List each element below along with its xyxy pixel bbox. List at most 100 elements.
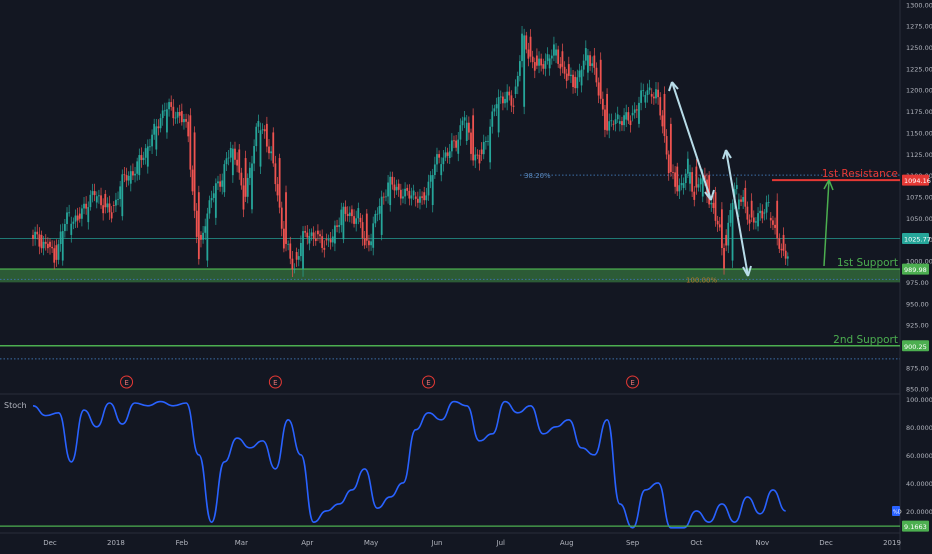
candle-body	[378, 205, 381, 214]
candle-body	[399, 189, 402, 199]
candle-body	[580, 69, 583, 86]
candle-body	[646, 90, 649, 96]
candle-body	[238, 149, 241, 173]
candle-body	[85, 203, 88, 209]
candle-body	[129, 171, 132, 184]
stoch-tick-label: 40.0000	[906, 480, 932, 488]
drawings-layer	[668, 81, 834, 277]
candle-body	[774, 224, 776, 228]
candle-body	[701, 175, 704, 197]
candle-body	[604, 109, 606, 130]
candle-body	[98, 195, 100, 197]
price-tick-label: 1225.00	[906, 65, 932, 73]
candle-body	[684, 173, 687, 184]
candle-body	[433, 164, 436, 176]
candle-body	[327, 239, 330, 241]
candle-body	[731, 202, 734, 261]
candle-body	[153, 123, 156, 135]
candle-body	[612, 123, 615, 125]
candle-body	[618, 121, 621, 124]
candle-body	[765, 202, 768, 213]
candle-body	[361, 222, 364, 239]
candle-body	[59, 231, 62, 245]
candle-body	[448, 151, 451, 159]
candle-body	[289, 243, 292, 259]
candle-body	[601, 98, 604, 110]
candle-body	[446, 152, 449, 156]
candle-body	[285, 192, 287, 244]
candle-body	[83, 203, 85, 209]
candle-body	[484, 141, 487, 142]
candle-body	[538, 58, 540, 66]
price-tick-label: 1250.00	[906, 44, 932, 52]
candle-body	[406, 187, 409, 191]
candle-body	[625, 112, 628, 120]
candle-body	[395, 186, 398, 191]
candle-body	[638, 102, 640, 124]
candle-body	[574, 76, 577, 89]
candle-body	[355, 218, 358, 224]
fib-level-label: 100.00%	[686, 276, 717, 284]
candle-body	[786, 256, 789, 259]
candle-body	[234, 148, 236, 160]
fib-level-label: 38.20%	[524, 172, 551, 180]
time-axis-label: Dec	[43, 539, 57, 547]
candle-body	[506, 91, 509, 103]
candle-body	[385, 196, 387, 198]
candle-body	[63, 224, 66, 232]
candle-body	[189, 115, 192, 170]
candle-body	[172, 106, 175, 119]
candle-body	[565, 73, 568, 81]
time-axis-label: Dec	[819, 539, 833, 547]
candle-body	[550, 55, 553, 59]
candle-body	[353, 216, 355, 224]
candle-body	[287, 243, 290, 245]
candle-body	[251, 163, 253, 210]
candle-body	[202, 232, 204, 240]
candle-body	[682, 183, 685, 188]
candle-body	[117, 199, 119, 200]
candle-body	[304, 231, 307, 233]
candle-body	[680, 182, 683, 186]
candle-body	[263, 129, 266, 132]
candle-body	[591, 63, 594, 66]
candle-body	[357, 208, 360, 219]
candle-body	[68, 212, 71, 214]
candle-body	[738, 199, 740, 210]
drawing-arrowhead-up-1	[668, 81, 679, 92]
candle-body	[548, 58, 551, 69]
candle-body	[712, 202, 715, 208]
candle-body	[178, 112, 181, 116]
candle-body	[334, 225, 336, 244]
candle-body	[759, 210, 762, 214]
candle-body	[242, 185, 245, 210]
candle-body	[244, 158, 247, 197]
candle-body	[508, 91, 511, 96]
candle-body	[331, 236, 334, 243]
price-label-text: 1094.16	[904, 177, 931, 185]
candle-body	[501, 96, 504, 104]
price-tick-label: 1000.00	[906, 258, 932, 266]
candle-body	[76, 215, 79, 221]
candle-body	[453, 140, 455, 142]
candle-body	[402, 196, 404, 199]
candle-body	[49, 241, 51, 247]
candle-body	[325, 239, 328, 241]
candle-body	[302, 231, 304, 270]
candle-body	[338, 225, 341, 227]
candle-body	[425, 195, 428, 201]
price-tick-label: 1125.00	[906, 151, 932, 159]
candle-body	[365, 213, 368, 241]
candle-body	[140, 155, 143, 161]
candle-body	[225, 158, 228, 165]
candle-body	[270, 151, 273, 154]
candle-body	[697, 184, 700, 188]
candle-body	[750, 200, 753, 218]
candle-body	[672, 172, 674, 173]
candle-body	[674, 172, 677, 187]
price-label-text: 1025.77	[904, 236, 931, 244]
candle-body	[663, 93, 666, 137]
earnings-event-marker	[421, 375, 435, 389]
